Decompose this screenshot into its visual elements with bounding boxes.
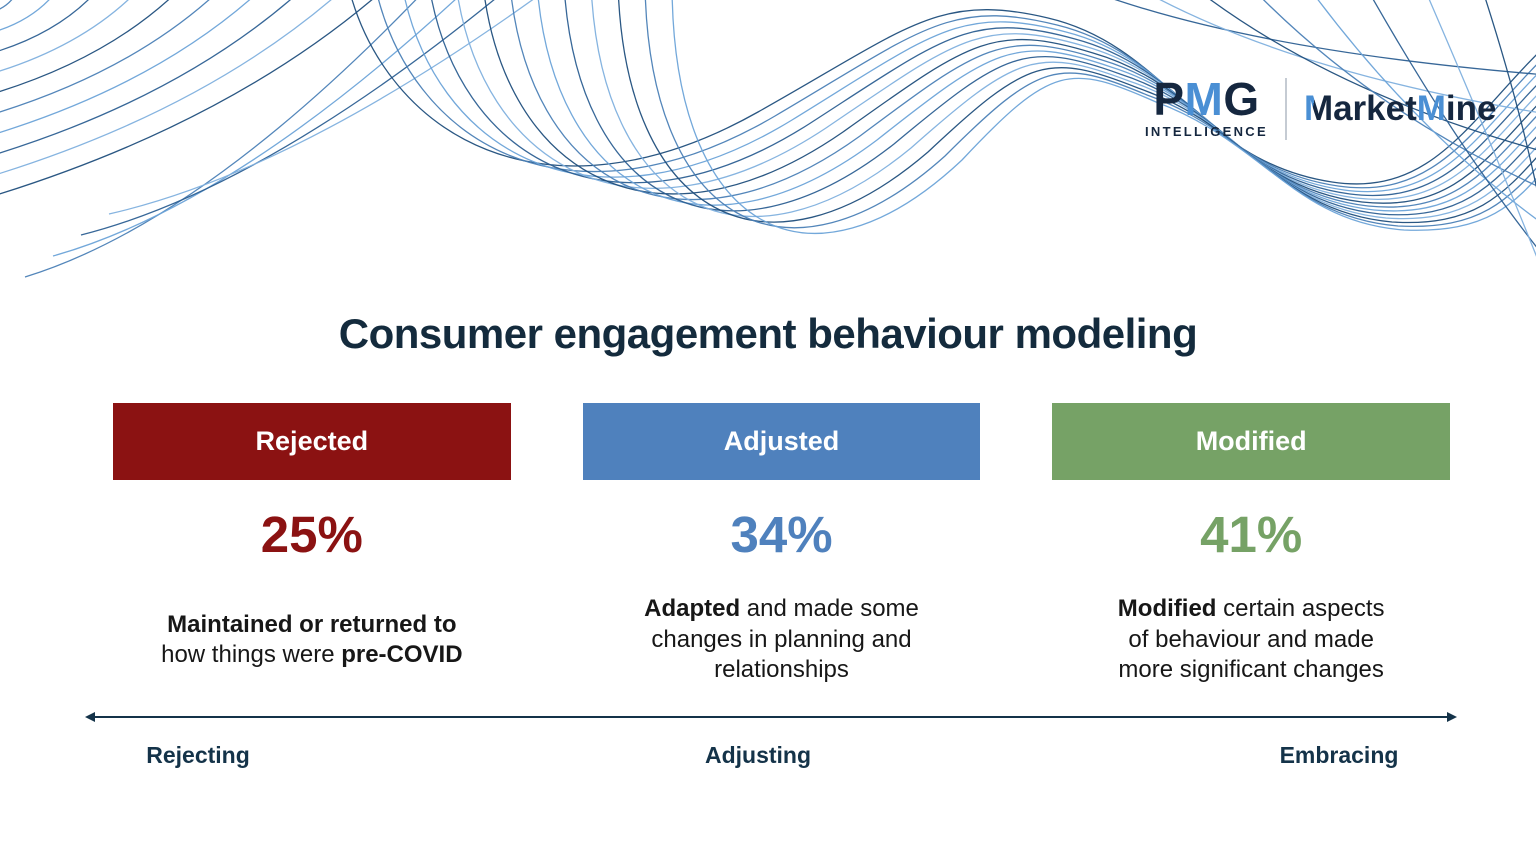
category-label: Rejected	[255, 426, 369, 456]
logo-divider	[1284, 78, 1287, 140]
pmg-subtitle: INTELLIGENCE	[1145, 124, 1268, 139]
category-percentage: 34%	[730, 506, 833, 563]
spectrum-label-embracing: Embracing	[1279, 742, 1399, 768]
marketmine-wordmark: MarketMine	[1304, 89, 1497, 129]
category-header-bar: Modified	[1052, 403, 1451, 480]
marketmine-letter-m2: M	[1416, 89, 1446, 128]
pmg-letter-p: P	[1153, 73, 1185, 125]
category-column: Rejected 25% Maintained or returned to ho…	[113, 403, 511, 687]
category-column: Adjusted 34% Adapted and made some change…	[582, 403, 981, 687]
spectrum-label-adjusting: Adjusting	[704, 742, 812, 768]
pmg-wordmark: PMG	[1153, 76, 1259, 122]
spectrum-arrow	[85, 712, 1457, 722]
category-description: Modified certain aspects of behaviour and…	[1117, 595, 1385, 684]
category-column: Modified 41% Modified certain aspects of …	[1052, 403, 1451, 687]
marketmine-letter-m1: M	[1303, 89, 1334, 128]
arrow-right-head-icon	[1447, 712, 1457, 722]
category-percentage: 25%	[260, 506, 363, 563]
brand-header: PMG INTELLIGENCE MarketMine	[1145, 76, 1497, 140]
pmg-letter-g: G	[1223, 73, 1260, 125]
category-columns: Rejected 25% Maintained or returned to ho…	[113, 403, 1451, 687]
pmg-logo: PMG INTELLIGENCE	[1145, 76, 1268, 139]
spectrum-label-rejecting: Rejecting	[146, 742, 250, 768]
category-percentage: 41%	[1200, 506, 1303, 563]
category-description: Adapted and made some changes in planning…	[644, 595, 919, 684]
category-header-bar: Rejected	[113, 403, 511, 480]
page-title: Consumer engagement behaviour modeling	[338, 310, 1198, 358]
pmg-letter-m: M	[1184, 73, 1224, 125]
category-description: Maintained or returned to how things were…	[161, 610, 463, 669]
category-label: Modified	[1195, 426, 1307, 456]
category-header-bar: Adjusted	[582, 403, 981, 480]
category-label: Adjusted	[723, 426, 840, 456]
arrow-left-head-icon	[85, 712, 95, 722]
marketmine-part1: arket	[1333, 89, 1417, 128]
wave-decoration	[0, 0, 1536, 278]
marketmine-part2: ine	[1445, 89, 1497, 128]
